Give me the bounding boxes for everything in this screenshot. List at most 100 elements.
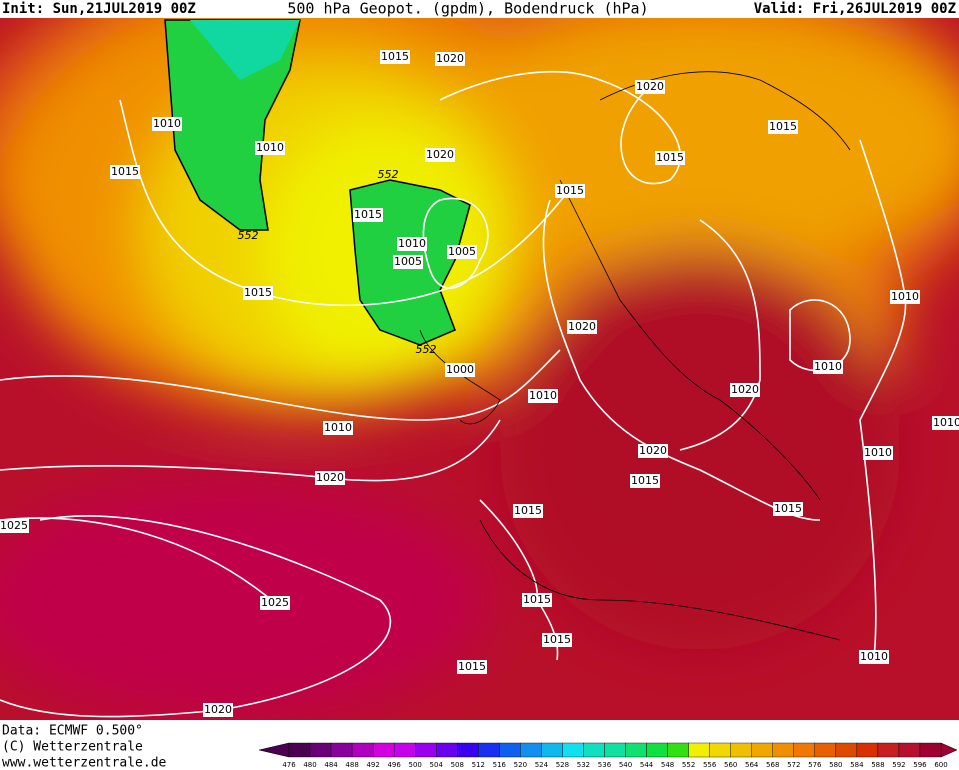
isobar-label: 1020 [636, 80, 664, 93]
isobar-label: 1020 [436, 52, 464, 65]
isobar-label: 1025 [261, 596, 289, 609]
isobar-label-box [635, 80, 665, 94]
isobar-label: 1010 [398, 237, 426, 250]
colorbar-swatch [898, 742, 921, 758]
colorbar-swatch [478, 742, 500, 758]
colorbar-swatch [330, 742, 353, 758]
isobar-label: 1010 [933, 416, 959, 429]
geopotential-label: 552 [416, 343, 437, 356]
colorbar-swatch [457, 742, 479, 758]
colorbar-swatch [667, 742, 689, 758]
isobar-label-box [555, 184, 585, 198]
colorbar-label: 492 [366, 761, 379, 769]
colorbar-swatch [562, 742, 584, 758]
colorbar-label: 508 [451, 761, 464, 769]
colorbar-label: 512 [472, 761, 485, 769]
isobar-label-box [435, 52, 465, 66]
colorbar-swatch [372, 742, 395, 758]
colorbar-swatch [436, 742, 458, 758]
colorbar-swatch [520, 742, 542, 758]
colorbar-swatch [730, 742, 752, 758]
isobar-label: 1010 [529, 389, 557, 402]
isobar-label: 1005 [394, 255, 422, 268]
isobar-label-box [655, 151, 685, 165]
isobar-label-box [445, 363, 475, 377]
colorbar-label: 568 [766, 761, 779, 769]
isobar-label: 1015 [656, 151, 684, 164]
isobar-label-box [243, 286, 273, 300]
isobar-label-box [110, 165, 140, 179]
colorbar-label: 488 [345, 761, 358, 769]
colorbar-swatch [709, 742, 731, 758]
isobar-label-box [567, 320, 597, 334]
colorbar-swatch [625, 742, 647, 758]
isobar-label-box [542, 633, 572, 647]
colorbar-swatch [351, 742, 374, 758]
isobar-label: 1020 [731, 383, 759, 396]
isobar-label-box [638, 444, 668, 458]
colorbar-swatch [583, 742, 605, 758]
colorbar-swatch [772, 742, 794, 758]
colorbar-label: 572 [787, 761, 800, 769]
isobar-label-box [630, 474, 660, 488]
colorbar-swatch [646, 742, 668, 758]
isobar-label-box [513, 504, 543, 518]
isobar-label: 1010 [324, 421, 352, 434]
isobar-label: 1015 [543, 633, 571, 646]
isobar-label-box [393, 255, 423, 269]
colorbar-swatch [919, 742, 942, 758]
contour-labels: 1015 1020 1020 1010 1010 1015 1015 1020 1015 1015… [0, 50, 959, 717]
isobar-label-box [380, 50, 410, 64]
colorbar-swatch [793, 742, 816, 758]
copyright: (C) Wetterzentrale [2, 740, 143, 755]
geopotential-label: 552 [378, 168, 399, 181]
isobar-label: 1015 [631, 474, 659, 487]
isobar-label-box [203, 703, 233, 717]
isobar-label-box [397, 237, 427, 251]
isobar-label: 1010 [256, 141, 284, 154]
isobar-label-box [425, 148, 455, 162]
colorbar-label: 540 [619, 761, 632, 769]
website: www.wetterzentrale.de [2, 756, 167, 770]
colorbar-label: 480 [303, 761, 316, 769]
isobar-label-box [932, 416, 959, 430]
colorbar-label: 560 [724, 761, 737, 769]
isobar-label: 1015 [458, 660, 486, 673]
colorbar-swatch [414, 742, 437, 758]
isobar-label: 1010 [860, 650, 888, 663]
colorbar-label: 584 [850, 761, 864, 769]
colorbar-swatch [814, 742, 837, 758]
colorbar-label: 580 [829, 761, 842, 769]
isobar-label: 1015 [523, 593, 551, 606]
data-source: Data: ECMWF 0.500° [2, 724, 143, 739]
isobar-label-box [152, 117, 182, 131]
isobar-label: 1015 [354, 208, 382, 221]
colorbar-label: 544 [640, 761, 654, 769]
isobar-label: 1010 [814, 360, 842, 373]
isobar-label-box [863, 446, 893, 460]
isobar-label: 1020 [426, 148, 454, 161]
colorbar-swatch [541, 742, 563, 758]
isobar-label: 1025 [0, 519, 28, 532]
isobar-label-box [447, 245, 477, 259]
colorbar-swatch [877, 742, 900, 758]
colorbar-label: 516 [493, 761, 507, 769]
init-time: Init: Sun,21JUL2019 00Z [2, 1, 196, 17]
isobar-label-box [323, 421, 353, 435]
isobar-label: 1020 [316, 471, 344, 484]
isobar-label: 1015 [244, 286, 272, 299]
colorbar-label: 576 [808, 761, 822, 769]
isobar-label-box [859, 650, 889, 664]
isobar-label-box [890, 290, 920, 304]
colorbar-label: 504 [430, 761, 444, 769]
colorbar-label: 484 [324, 761, 338, 769]
isobar-label-box [457, 660, 487, 674]
isobar-label: 1005 [448, 245, 476, 258]
colorbar-label: 532 [577, 761, 590, 769]
colorbar-swatch [604, 742, 626, 758]
isobar-label-box [768, 120, 798, 134]
isobar-label: 1010 [153, 117, 181, 130]
colorbar-swatch [499, 742, 521, 758]
colorbar-label: 564 [745, 761, 759, 769]
